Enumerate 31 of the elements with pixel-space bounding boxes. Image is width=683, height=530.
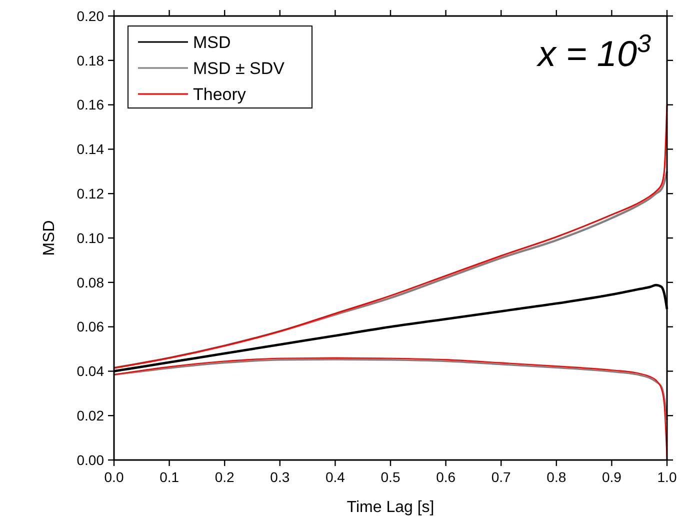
x-tick-label: 1.0 [657, 469, 677, 485]
line-series [113, 358, 668, 421]
y-tick-label: 0.06 [76, 318, 104, 335]
y-axis-title: MSD [41, 220, 58, 256]
y-tick-label: 0.18 [76, 52, 104, 68]
x-tick-label: 0.6 [436, 469, 456, 485]
legend-label: MSD ± SDV [193, 58, 286, 78]
x-tick-label: 0.0 [104, 469, 124, 485]
y-tick-label: 0.08 [76, 274, 104, 290]
y-tick-label: 0.02 [76, 408, 104, 424]
x-tick-label: 0.5 [380, 469, 400, 485]
y-tick-label: 0.14 [76, 141, 104, 158]
y-tick-label: 0.16 [76, 96, 104, 113]
x-tick-label: 0.1 [160, 469, 180, 485]
x-tick-label: 0.3 [270, 469, 290, 485]
annotation: x = 10$^{3}$ [536, 30, 651, 74]
x-tick-label: 0.4 [325, 469, 346, 485]
y-tick-label: 0.04 [76, 363, 104, 380]
legend-label: Theory [193, 84, 246, 104]
x-tick-label: 0.7 [491, 469, 512, 485]
x-tick-label: 0.8 [546, 469, 566, 485]
y-tick-label: 0.00 [76, 452, 104, 468]
line-series [112, 170, 668, 369]
y-tick-label: 0.12 [76, 186, 104, 202]
x-tick-label: 0.9 [602, 469, 622, 485]
y-tick-label: 0.10 [76, 230, 104, 246]
legend-label: MSD [193, 32, 231, 52]
x-axis-title: Time Lag [s] [346, 499, 434, 516]
y-tick-label: 0.20 [76, 8, 104, 24]
line-series [113, 104, 668, 369]
x-tick-label: 0.2 [214, 469, 235, 485]
